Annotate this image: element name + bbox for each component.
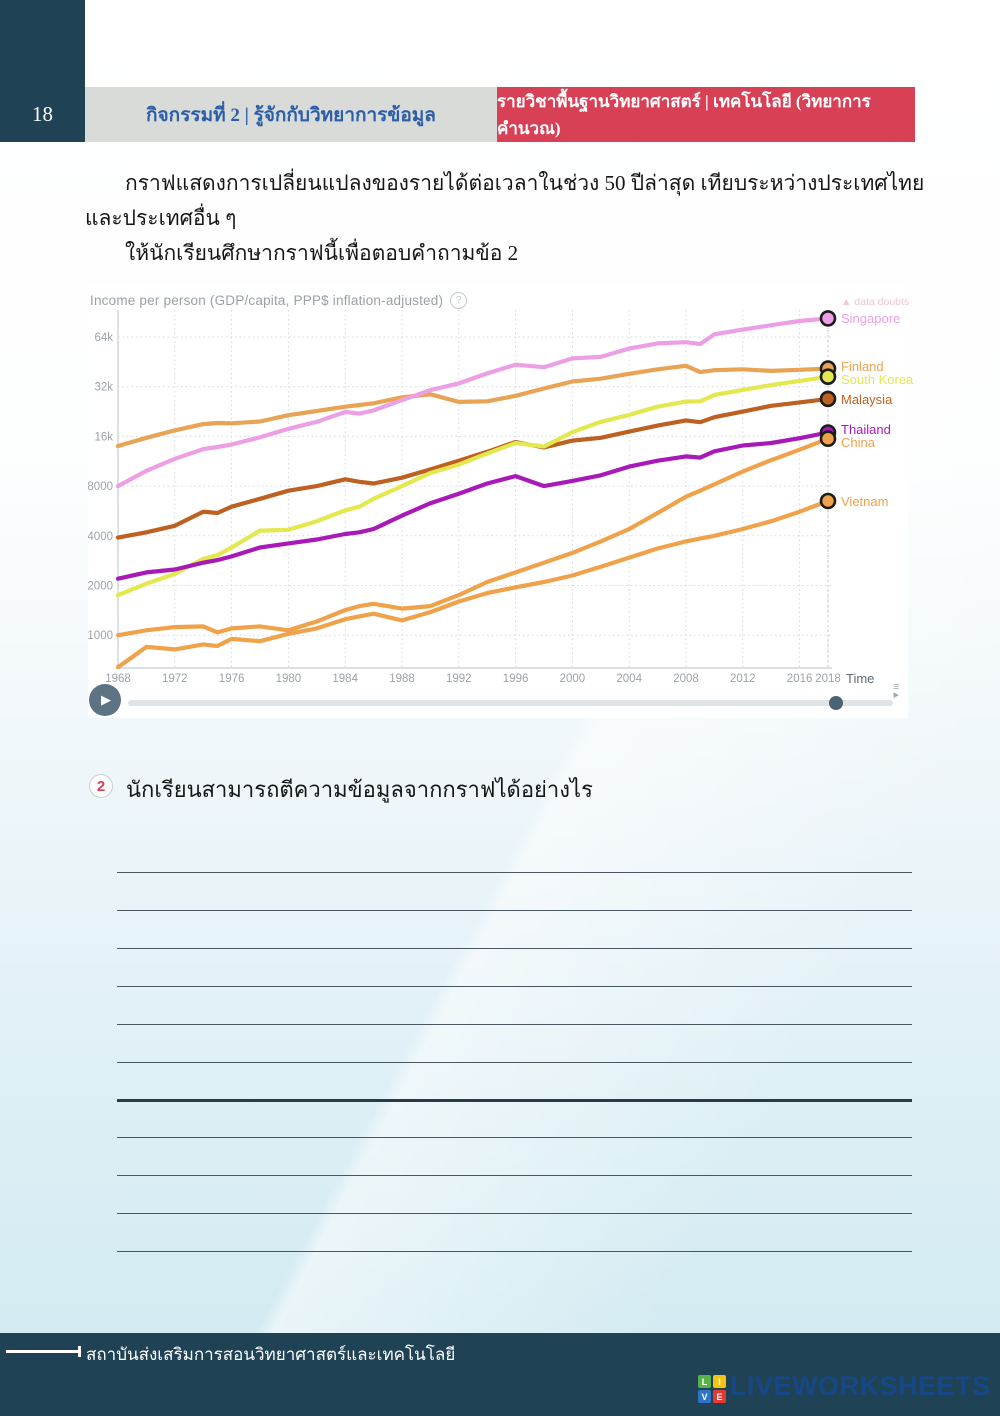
- x-tick-label: 1968: [105, 673, 131, 685]
- logo-square-v: V: [698, 1390, 711, 1403]
- x-tick-label: 1984: [332, 673, 358, 685]
- answer-line: [117, 872, 912, 873]
- legend-label-china[interactable]: China: [841, 435, 875, 450]
- endpoint-dot-china[interactable]: [819, 430, 837, 447]
- intro-line-3: ให้นักเรียนศึกษากราฟนี้เพื่อตอบคำถามข้อ …: [125, 241, 519, 265]
- activity-title: กิจกรรมที่ 2 | รู้จักกับวิทยาการข้อมูล: [146, 104, 436, 126]
- answer-line: [117, 1213, 912, 1214]
- x-tick-label: 1992: [446, 673, 472, 685]
- chart-options-icon[interactable]: ≡ ▸: [893, 681, 900, 701]
- x-tick-label: 1988: [389, 673, 415, 685]
- series-line-vietnam: [115, 498, 831, 670]
- logo-square-i: I: [713, 1375, 726, 1388]
- course-title: รายวิชาพื้นฐานวิทยาศาสตร์ | เทคโนโลยี (ว…: [497, 91, 871, 138]
- legend-label-malaysia[interactable]: Malaysia: [841, 392, 893, 407]
- year-slider-track[interactable]: [128, 700, 893, 706]
- answer-area[interactable]: [110, 850, 922, 1270]
- footer-decoration-line: [6, 1350, 78, 1353]
- legend-label-finland[interactable]: Finland: [841, 359, 884, 374]
- help-icon[interactable]: ?: [450, 292, 468, 309]
- answer-line: [117, 1137, 912, 1138]
- logo-square-l: L: [698, 1375, 711, 1388]
- answer-line: [117, 910, 912, 911]
- x-tick-label: 2008: [673, 673, 699, 685]
- x-tick-label: 2016: [787, 673, 813, 685]
- series-line-china: [115, 436, 831, 638]
- answer-line: [117, 1099, 912, 1102]
- intro-line-2: และประเทศอื่น ๆ: [85, 206, 237, 230]
- endpoint-dot-south-korea[interactable]: [819, 368, 837, 385]
- footer-decoration-cap: [78, 1346, 81, 1357]
- x-tick-label: 1976: [219, 673, 245, 685]
- time-axis-label: Time: [846, 671, 875, 686]
- x-tick-label: 2004: [616, 673, 642, 685]
- x-tick-label: 2018: [815, 673, 841, 685]
- question-text: นักเรียนสามารถตีความข้อมูลจากกราฟได้อย่า…: [126, 777, 593, 802]
- chart-title: Income per person (GDP/capita, PPP$ infl…: [90, 293, 444, 308]
- legend-label-south-korea[interactable]: South Korea: [841, 372, 914, 387]
- liveworksheets-wordmark: LIVEWORKSHEETS: [730, 1371, 991, 1401]
- y-tick-label: 1000: [88, 630, 113, 642]
- x-tick-label: 1980: [276, 673, 302, 685]
- y-tick-label: 8000: [88, 481, 113, 493]
- footer-bar: สถาบันส่งเสริมการสอนวิทยาศาสตร์และเทคโนโ…: [0, 1333, 1000, 1416]
- answer-line: [117, 1062, 912, 1063]
- page-number: 18: [32, 102, 53, 126]
- legend-label-vietnam[interactable]: Vietnam: [841, 494, 889, 509]
- series-line-south-korea: [115, 374, 831, 598]
- intro-line-1: กราฟแสดงการเปลี่ยนแปลงของรายได้ต่อเวลาใน…: [125, 171, 925, 195]
- answer-line: [117, 1175, 912, 1176]
- play-button[interactable]: ▶: [89, 684, 121, 716]
- endpoint-dot-vietnam[interactable]: [819, 492, 837, 510]
- income-line-chart: 64k 32k 16k 8000 4000 2000 1000 1968 1972 1976 198…: [88, 310, 841, 685]
- answer-line: [117, 1251, 912, 1252]
- y-tick-label: 4000: [88, 531, 113, 543]
- x-tick-label: 2000: [560, 673, 586, 685]
- legend-label-thailand[interactable]: Thailand: [841, 422, 891, 437]
- y-tick-label: 16k: [94, 431, 113, 443]
- course-title-band: รายวิชาพื้นฐานวิทยาศาสตร์ | เทคโนโลยี (ว…: [497, 87, 915, 142]
- year-slider-handle[interactable]: [829, 696, 843, 710]
- answer-line: [117, 986, 912, 987]
- x-tick-label: 2012: [730, 673, 756, 685]
- y-tick-label: 64k: [94, 332, 113, 344]
- gapminder-chart-panel: Income per person (GDP/capita, PPP$ infl…: [88, 285, 913, 718]
- endpoint-dot-singapore[interactable]: [819, 310, 837, 327]
- page-number-block: [0, 0, 85, 142]
- legend-label-singapore[interactable]: Singapore: [841, 311, 901, 326]
- question-number-badge: 2: [89, 774, 113, 798]
- series-line-thailand: [115, 430, 831, 581]
- series-line-singapore: [115, 316, 831, 489]
- endpoint-dot-malaysia[interactable]: [819, 390, 837, 408]
- y-tick-label: 2000: [88, 581, 113, 593]
- answer-line: [117, 1024, 912, 1025]
- series-line-malaysia: [115, 396, 831, 540]
- x-tick-label: 1972: [162, 673, 188, 685]
- x-tick-label: 1996: [503, 673, 529, 685]
- answer-line: [117, 948, 912, 949]
- institute-name: สถาบันส่งเสริมการสอนวิทยาศาสตร์และเทคโนโ…: [86, 1345, 456, 1364]
- activity-title-band: กิจกรรมที่ 2 | รู้จักกับวิทยาการข้อมูล: [85, 87, 497, 142]
- data-doubts-label: ▲ data doubts: [841, 296, 910, 308]
- y-tick-label: 32k: [94, 382, 113, 394]
- logo-square-e: E: [713, 1390, 726, 1403]
- series-line-finland: [115, 363, 831, 449]
